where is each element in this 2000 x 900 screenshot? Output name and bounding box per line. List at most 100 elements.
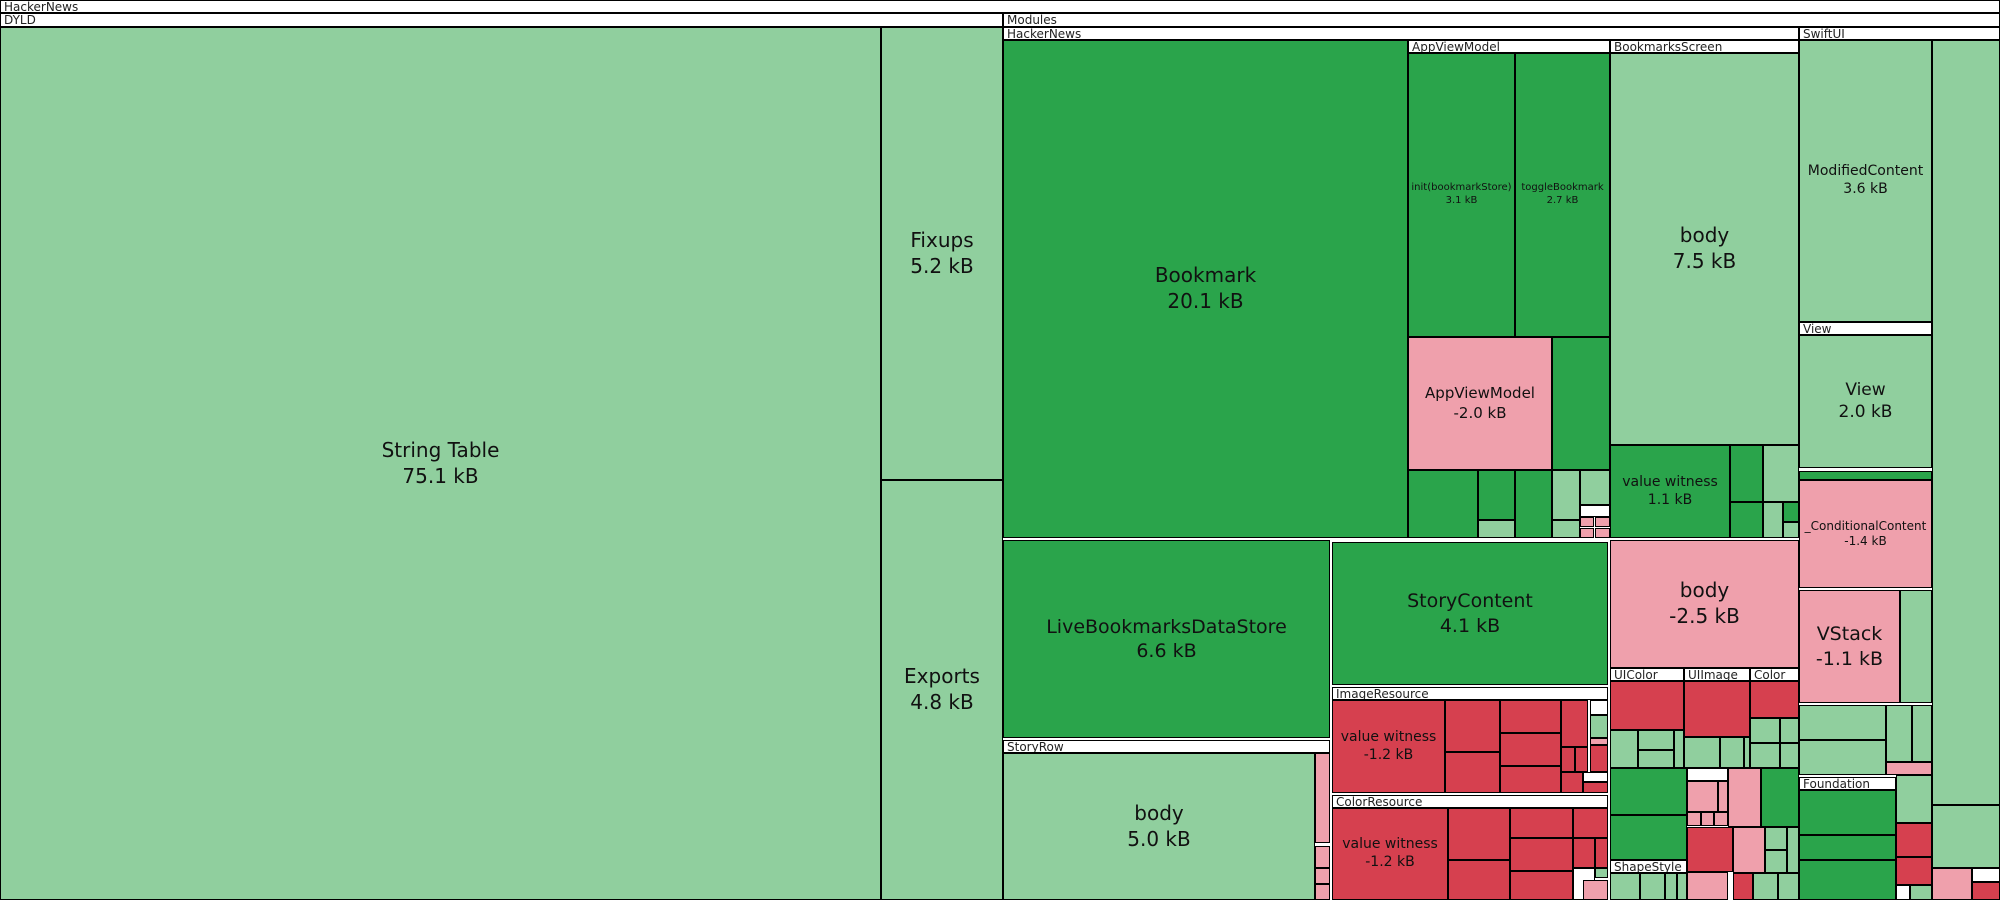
treemap-header-module-hackernews[interactable]: HackerNews <box>1003 27 1799 40</box>
treemap-header-view[interactable]: View <box>1799 322 1932 335</box>
treemap-cell[interactable] <box>1783 502 1799 522</box>
treemap-cell[interactable] <box>1408 470 1478 538</box>
treemap-cell[interactable] <box>1761 768 1799 827</box>
treemap-cell[interactable] <box>1580 517 1594 527</box>
treemap-cell[interactable] <box>1638 730 1674 750</box>
treemap-header-appviewmodel[interactable]: AppViewModel <box>1408 40 1610 53</box>
treemap-cell[interactable] <box>1896 885 1910 900</box>
treemap-cell[interactable] <box>1500 700 1561 733</box>
treemap-cell-appviewmodel-diff[interactable]: AppViewModel -2.0 kB <box>1408 337 1552 470</box>
treemap-header-root-hackernews[interactable]: HackerNews <box>0 0 2000 13</box>
treemap-cell[interactable] <box>1590 745 1608 772</box>
treemap-cell[interactable] <box>1315 846 1330 868</box>
treemap-cell[interactable] <box>1799 790 1896 835</box>
treemap-cell[interactable] <box>1315 884 1330 900</box>
treemap-cell[interactable] <box>1799 705 1886 740</box>
treemap-cell[interactable] <box>1787 827 1799 873</box>
treemap-cell[interactable] <box>1765 827 1787 850</box>
treemap-cell[interactable] <box>1687 827 1733 872</box>
treemap-cell[interactable] <box>1561 700 1588 747</box>
treemap-cell[interactable] <box>1932 40 2000 805</box>
treemap-cell[interactable] <box>1590 738 1608 745</box>
treemap-cell[interactable] <box>1728 768 1761 827</box>
treemap-cell[interactable] <box>1932 805 2000 868</box>
treemap-cell-init-bookmarkstore[interactable]: init(bookmarkStore) 3.1 kB <box>1408 53 1515 337</box>
treemap-header-shapestyle[interactable]: ShapeStyle <box>1610 860 1687 873</box>
treemap-cell[interactable] <box>1886 762 1932 775</box>
treemap-cell-storyrow-body[interactable]: body 5.0 kB <box>1003 753 1315 900</box>
treemap-cell[interactable] <box>1575 747 1588 772</box>
treemap-cell-bookmarksscreen-body-diff[interactable]: body -2.5 kB <box>1610 540 1799 668</box>
treemap-cell[interactable] <box>1896 857 1932 885</box>
treemap-header-foundation[interactable]: Foundation <box>1799 777 1896 790</box>
treemap-cell[interactable] <box>1778 873 1799 900</box>
treemap-cell[interactable] <box>1733 873 1753 900</box>
treemap-cell[interactable] <box>1780 718 1799 743</box>
treemap-header-colorresource[interactable]: ColorResource <box>1332 795 1608 808</box>
treemap-cell[interactable] <box>1733 827 1765 873</box>
treemap-cell[interactable] <box>1315 753 1330 843</box>
treemap-cell[interactable] <box>1799 835 1896 860</box>
treemap-cell[interactable] <box>1315 868 1330 884</box>
treemap-cell[interactable] <box>1910 885 1932 900</box>
treemap-cell-togglebookmark[interactable]: toggleBookmark 2.7 kB <box>1515 53 1610 337</box>
treemap-cell[interactable] <box>1799 740 1886 775</box>
treemap-cell[interactable] <box>1799 471 1932 480</box>
treemap-cell[interactable] <box>1448 860 1510 900</box>
treemap-cell[interactable] <box>1610 730 1638 768</box>
treemap-cell[interactable] <box>1684 681 1750 737</box>
treemap-cell[interactable] <box>1500 766 1561 793</box>
treemap-cell[interactable] <box>1610 681 1684 730</box>
treemap-cell[interactable] <box>1684 737 1720 768</box>
treemap-cell[interactable] <box>1595 528 1610 538</box>
treemap-cell[interactable] <box>1573 808 1608 838</box>
treemap-cell[interactable] <box>1932 868 1972 900</box>
treemap-cell-bookmarksscreen-body[interactable]: body 7.5 kB <box>1610 53 1799 445</box>
treemap-cell[interactable] <box>1730 445 1763 502</box>
treemap-cell[interactable] <box>1718 781 1728 812</box>
treemap-cell[interactable] <box>1590 715 1608 738</box>
treemap-cell[interactable] <box>1478 520 1515 538</box>
treemap-cell[interactable] <box>1972 882 2000 900</box>
treemap-cell[interactable] <box>1610 873 1640 900</box>
treemap-cell-storycontent[interactable]: StoryContent 4.1 kB <box>1332 542 1608 685</box>
treemap-header-imageresource[interactable]: ImageResource <box>1332 687 1608 700</box>
treemap-cell[interactable] <box>1561 747 1575 772</box>
treemap-cell[interactable] <box>1750 681 1799 718</box>
treemap-cell-vstack[interactable]: VStack -1.1 kB <box>1799 590 1900 703</box>
treemap-cell[interactable] <box>1701 812 1714 826</box>
treemap-cell[interactable] <box>1674 730 1684 768</box>
treemap-cell[interactable] <box>1510 808 1573 838</box>
treemap-cell[interactable] <box>1638 750 1674 768</box>
treemap-cell-colorresource-value-witness[interactable]: value witness -1.2 kB <box>1332 808 1448 900</box>
treemap-cell[interactable] <box>1552 520 1580 538</box>
treemap-cell[interactable] <box>1580 470 1610 505</box>
treemap-cell[interactable] <box>1445 752 1500 793</box>
treemap-cell[interactable] <box>1799 860 1896 900</box>
treemap-cell[interactable] <box>1896 775 1932 823</box>
treemap-cell-exports[interactable]: Exports 4.8 kB <box>881 480 1003 900</box>
treemap-cell[interactable] <box>1590 700 1608 715</box>
treemap-cell[interactable] <box>1730 502 1763 538</box>
treemap-cell[interactable] <box>1595 517 1610 527</box>
treemap-cell[interactable] <box>1580 528 1594 538</box>
treemap-cell[interactable] <box>1896 823 1932 857</box>
treemap-header-dyld[interactable]: DYLD <box>0 13 1003 27</box>
treemap-cell[interactable] <box>1595 838 1608 868</box>
treemap-cell[interactable] <box>1448 808 1510 860</box>
treemap-cell[interactable] <box>1583 772 1608 782</box>
treemap-cell[interactable] <box>1478 470 1515 520</box>
treemap-cell[interactable] <box>1583 880 1608 900</box>
treemap-cell[interactable] <box>1687 781 1718 812</box>
treemap-cell-bookmarksscreen-value-witness[interactable]: value witness 1.1 kB <box>1610 445 1730 538</box>
treemap-cell[interactable] <box>1886 705 1912 762</box>
treemap-cell[interactable] <box>1552 470 1580 520</box>
treemap-cell[interactable] <box>1640 873 1665 900</box>
treemap-header-storyrow[interactable]: StoryRow <box>1003 740 1330 753</box>
treemap-cell[interactable] <box>1783 522 1799 538</box>
treemap-cell[interactable] <box>1580 505 1610 517</box>
treemap-cell[interactable] <box>1714 812 1728 826</box>
treemap-cell[interactable] <box>1744 737 1750 768</box>
treemap-cell[interactable] <box>1583 782 1608 793</box>
treemap-cell[interactable] <box>1763 445 1799 502</box>
